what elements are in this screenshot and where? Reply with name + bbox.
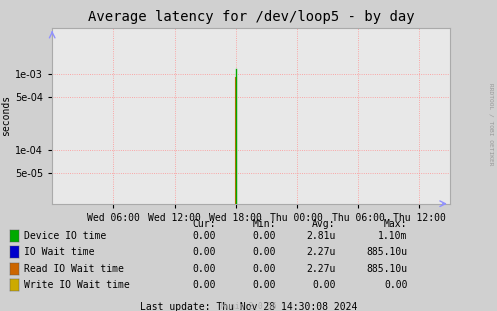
- Text: 0.00: 0.00: [384, 280, 408, 290]
- Text: 0.00: 0.00: [252, 231, 276, 241]
- Text: Read IO Wait time: Read IO Wait time: [24, 264, 124, 274]
- Y-axis label: seconds: seconds: [1, 95, 11, 137]
- Text: 0.00: 0.00: [193, 264, 216, 274]
- Text: 885.10u: 885.10u: [366, 264, 408, 274]
- Text: Cur:: Cur:: [193, 219, 216, 229]
- Text: 2.27u: 2.27u: [306, 264, 335, 274]
- Text: Min:: Min:: [252, 219, 276, 229]
- Text: 1.10m: 1.10m: [378, 231, 408, 241]
- Text: 0.00: 0.00: [252, 264, 276, 274]
- Title: Average latency for /dev/loop5 - by day: Average latency for /dev/loop5 - by day: [87, 10, 414, 24]
- Text: 0.00: 0.00: [312, 280, 335, 290]
- Text: 0.00: 0.00: [193, 247, 216, 257]
- Text: RRDTOOL / TOBI OETIKER: RRDTOOL / TOBI OETIKER: [489, 83, 494, 166]
- Text: 0.00: 0.00: [193, 280, 216, 290]
- Text: Last update: Thu Nov 28 14:30:08 2024: Last update: Thu Nov 28 14:30:08 2024: [140, 302, 357, 311]
- Text: 2.27u: 2.27u: [306, 247, 335, 257]
- Text: Write IO Wait time: Write IO Wait time: [24, 280, 130, 290]
- Text: 885.10u: 885.10u: [366, 247, 408, 257]
- Text: Max:: Max:: [384, 219, 408, 229]
- Text: 0.00: 0.00: [252, 247, 276, 257]
- Text: Device IO time: Device IO time: [24, 231, 106, 241]
- Text: 2.81u: 2.81u: [306, 231, 335, 241]
- Text: Avg:: Avg:: [312, 219, 335, 229]
- Text: Munin 2.0.56: Munin 2.0.56: [221, 301, 276, 310]
- Text: 0.00: 0.00: [193, 231, 216, 241]
- Text: 0.00: 0.00: [252, 280, 276, 290]
- Text: IO Wait time: IO Wait time: [24, 247, 94, 257]
